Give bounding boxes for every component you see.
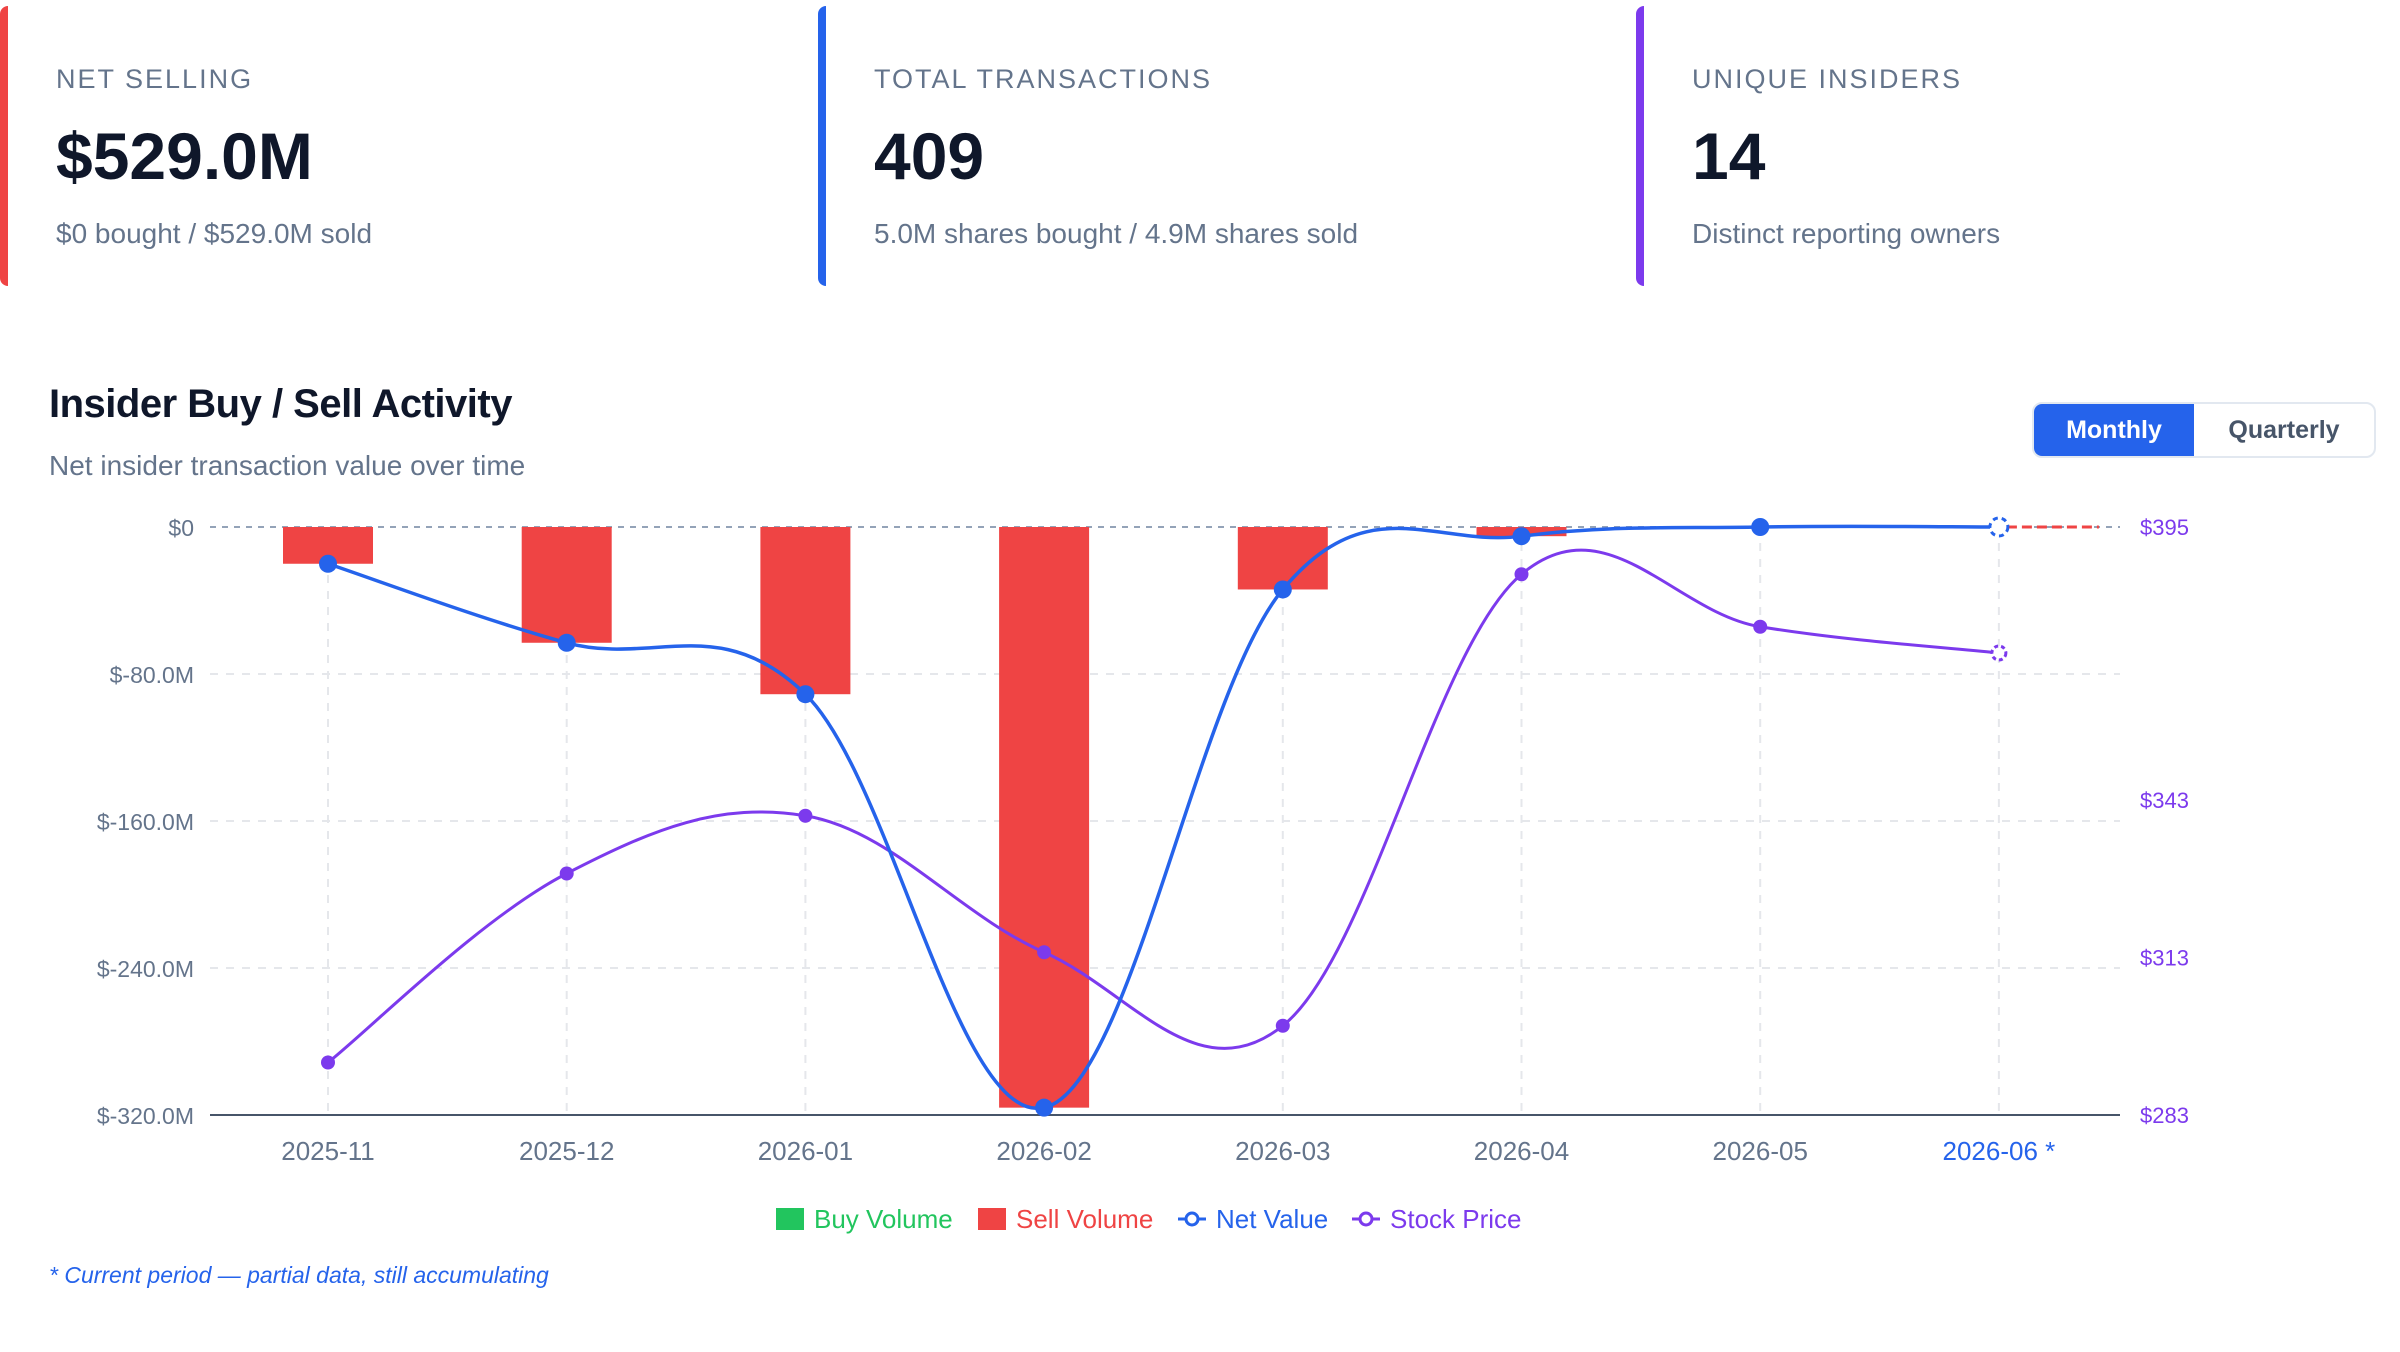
stat-accent-bar bbox=[1636, 6, 1644, 286]
net-value-point bbox=[1035, 1098, 1054, 1117]
x-tick-label: 2026-04 bbox=[1474, 1136, 1569, 1166]
stat-label: UNIQUE INSIDERS bbox=[1692, 64, 1963, 94]
stats-row: NET SELLING $529.0M $0 bought / $529.0M … bbox=[0, 0, 2400, 300]
x-tick-label: 2026-03 bbox=[1235, 1136, 1330, 1166]
stat-value: 409 bbox=[874, 119, 985, 193]
net-value-point bbox=[319, 554, 337, 573]
legend-label: Stock Price bbox=[1390, 1204, 1522, 1234]
net-value-point bbox=[1512, 527, 1531, 546]
legend-label: Net Value bbox=[1216, 1204, 1328, 1234]
legend-label: Buy Volume bbox=[814, 1204, 953, 1234]
legend-label: Sell Volume bbox=[1016, 1204, 1153, 1234]
stat-card-total-transactions: TOTAL TRANSACTIONS 409 5.0M shares bough… bbox=[818, 6, 1618, 286]
monthly-toggle-button[interactable]: Monthly bbox=[2034, 404, 2194, 456]
net-value-point bbox=[557, 633, 576, 652]
y-left-tick-label: $-80.0M bbox=[110, 662, 194, 688]
stat-card-net-selling: NET SELLING $529.0M $0 bought / $529.0M … bbox=[0, 6, 800, 286]
insider-activity-chart: $0 $-80.0M $-160.0M $-240.0M $-320.0M $395 $34… bbox=[97, 515, 2189, 1234]
x-tick-label: 2025-11 bbox=[281, 1136, 375, 1166]
net-value-point bbox=[1273, 580, 1292, 599]
y-left-tick-label: $0 bbox=[168, 515, 194, 541]
stat-value: $529.0M bbox=[56, 119, 313, 193]
x-tick-label: 2026-01 bbox=[758, 1136, 853, 1166]
y-right-tick-label: $343 bbox=[2140, 788, 2189, 813]
stock-price-point bbox=[798, 808, 813, 823]
stat-label: NET SELLING bbox=[56, 64, 254, 94]
stat-card-unique-insiders: UNIQUE INSIDERS 14 Distinct reporting ow… bbox=[1636, 6, 2400, 286]
stat-subtext: Distinct reporting owners bbox=[1692, 218, 2001, 249]
legend-swatch-point bbox=[1184, 1211, 1200, 1227]
legend-swatch bbox=[776, 1208, 804, 1230]
x-tick-label: 2026-06 * bbox=[1943, 1136, 2056, 1166]
x-tick-label: 2026-02 bbox=[996, 1136, 1091, 1166]
legend-swatch bbox=[978, 1208, 1006, 1230]
chart-title: Insider Buy / Sell Activity bbox=[49, 382, 512, 426]
stat-label: TOTAL TRANSACTIONS bbox=[874, 64, 1213, 94]
stock-price-point bbox=[321, 1055, 335, 1070]
stock-price-line bbox=[327, 548, 2000, 1064]
quarterly-toggle-button[interactable]: Quarterly bbox=[2228, 416, 2340, 444]
chart-subtitle: Net insider transaction value over time bbox=[49, 450, 526, 481]
net-value-line bbox=[327, 524, 1999, 1110]
sell-bar bbox=[521, 527, 612, 643]
y-left-tick-label: $-240.0M bbox=[97, 956, 194, 982]
partial-period-footnote: * Current period — partial data, still a… bbox=[49, 1262, 549, 1288]
net-value-point-partial bbox=[1988, 516, 2010, 538]
stat-subtext: 5.0M shares bought / 4.9M shares sold bbox=[874, 218, 1359, 249]
net-value-point bbox=[1751, 518, 1770, 536]
y-left-tick-label: $-320.0M bbox=[97, 1103, 194, 1129]
stat-accent-bar bbox=[0, 6, 8, 286]
stat-subtext: $0 bought / $529.0M sold bbox=[56, 218, 373, 249]
legend-swatch-point bbox=[1358, 1211, 1374, 1227]
net-value-point bbox=[796, 685, 815, 704]
y-left-tick-label: $-160.0M bbox=[97, 809, 194, 835]
stock-price-point-partial bbox=[1990, 644, 2008, 662]
sell-bar bbox=[999, 527, 1090, 1108]
sell-bar bbox=[760, 527, 851, 695]
stock-price-point bbox=[1514, 567, 1529, 582]
stock-price-point bbox=[559, 866, 574, 881]
x-tick-label: 2025-12 bbox=[519, 1136, 614, 1166]
y-right-tick-label: $395 bbox=[2140, 515, 2189, 540]
period-toggle: Monthly Quarterly bbox=[2032, 402, 2376, 458]
y-right-tick-label: $313 bbox=[2140, 946, 2189, 971]
stat-accent-bar bbox=[818, 6, 826, 286]
x-tick-label: 2026-05 bbox=[1712, 1136, 1807, 1166]
stock-price-point bbox=[1275, 1018, 1290, 1033]
y-right-tick-label: $283 bbox=[2140, 1103, 2189, 1128]
stock-price-point bbox=[1037, 945, 1052, 960]
stock-price-point bbox=[1753, 619, 1768, 634]
stat-value: 14 bbox=[1692, 119, 1766, 193]
